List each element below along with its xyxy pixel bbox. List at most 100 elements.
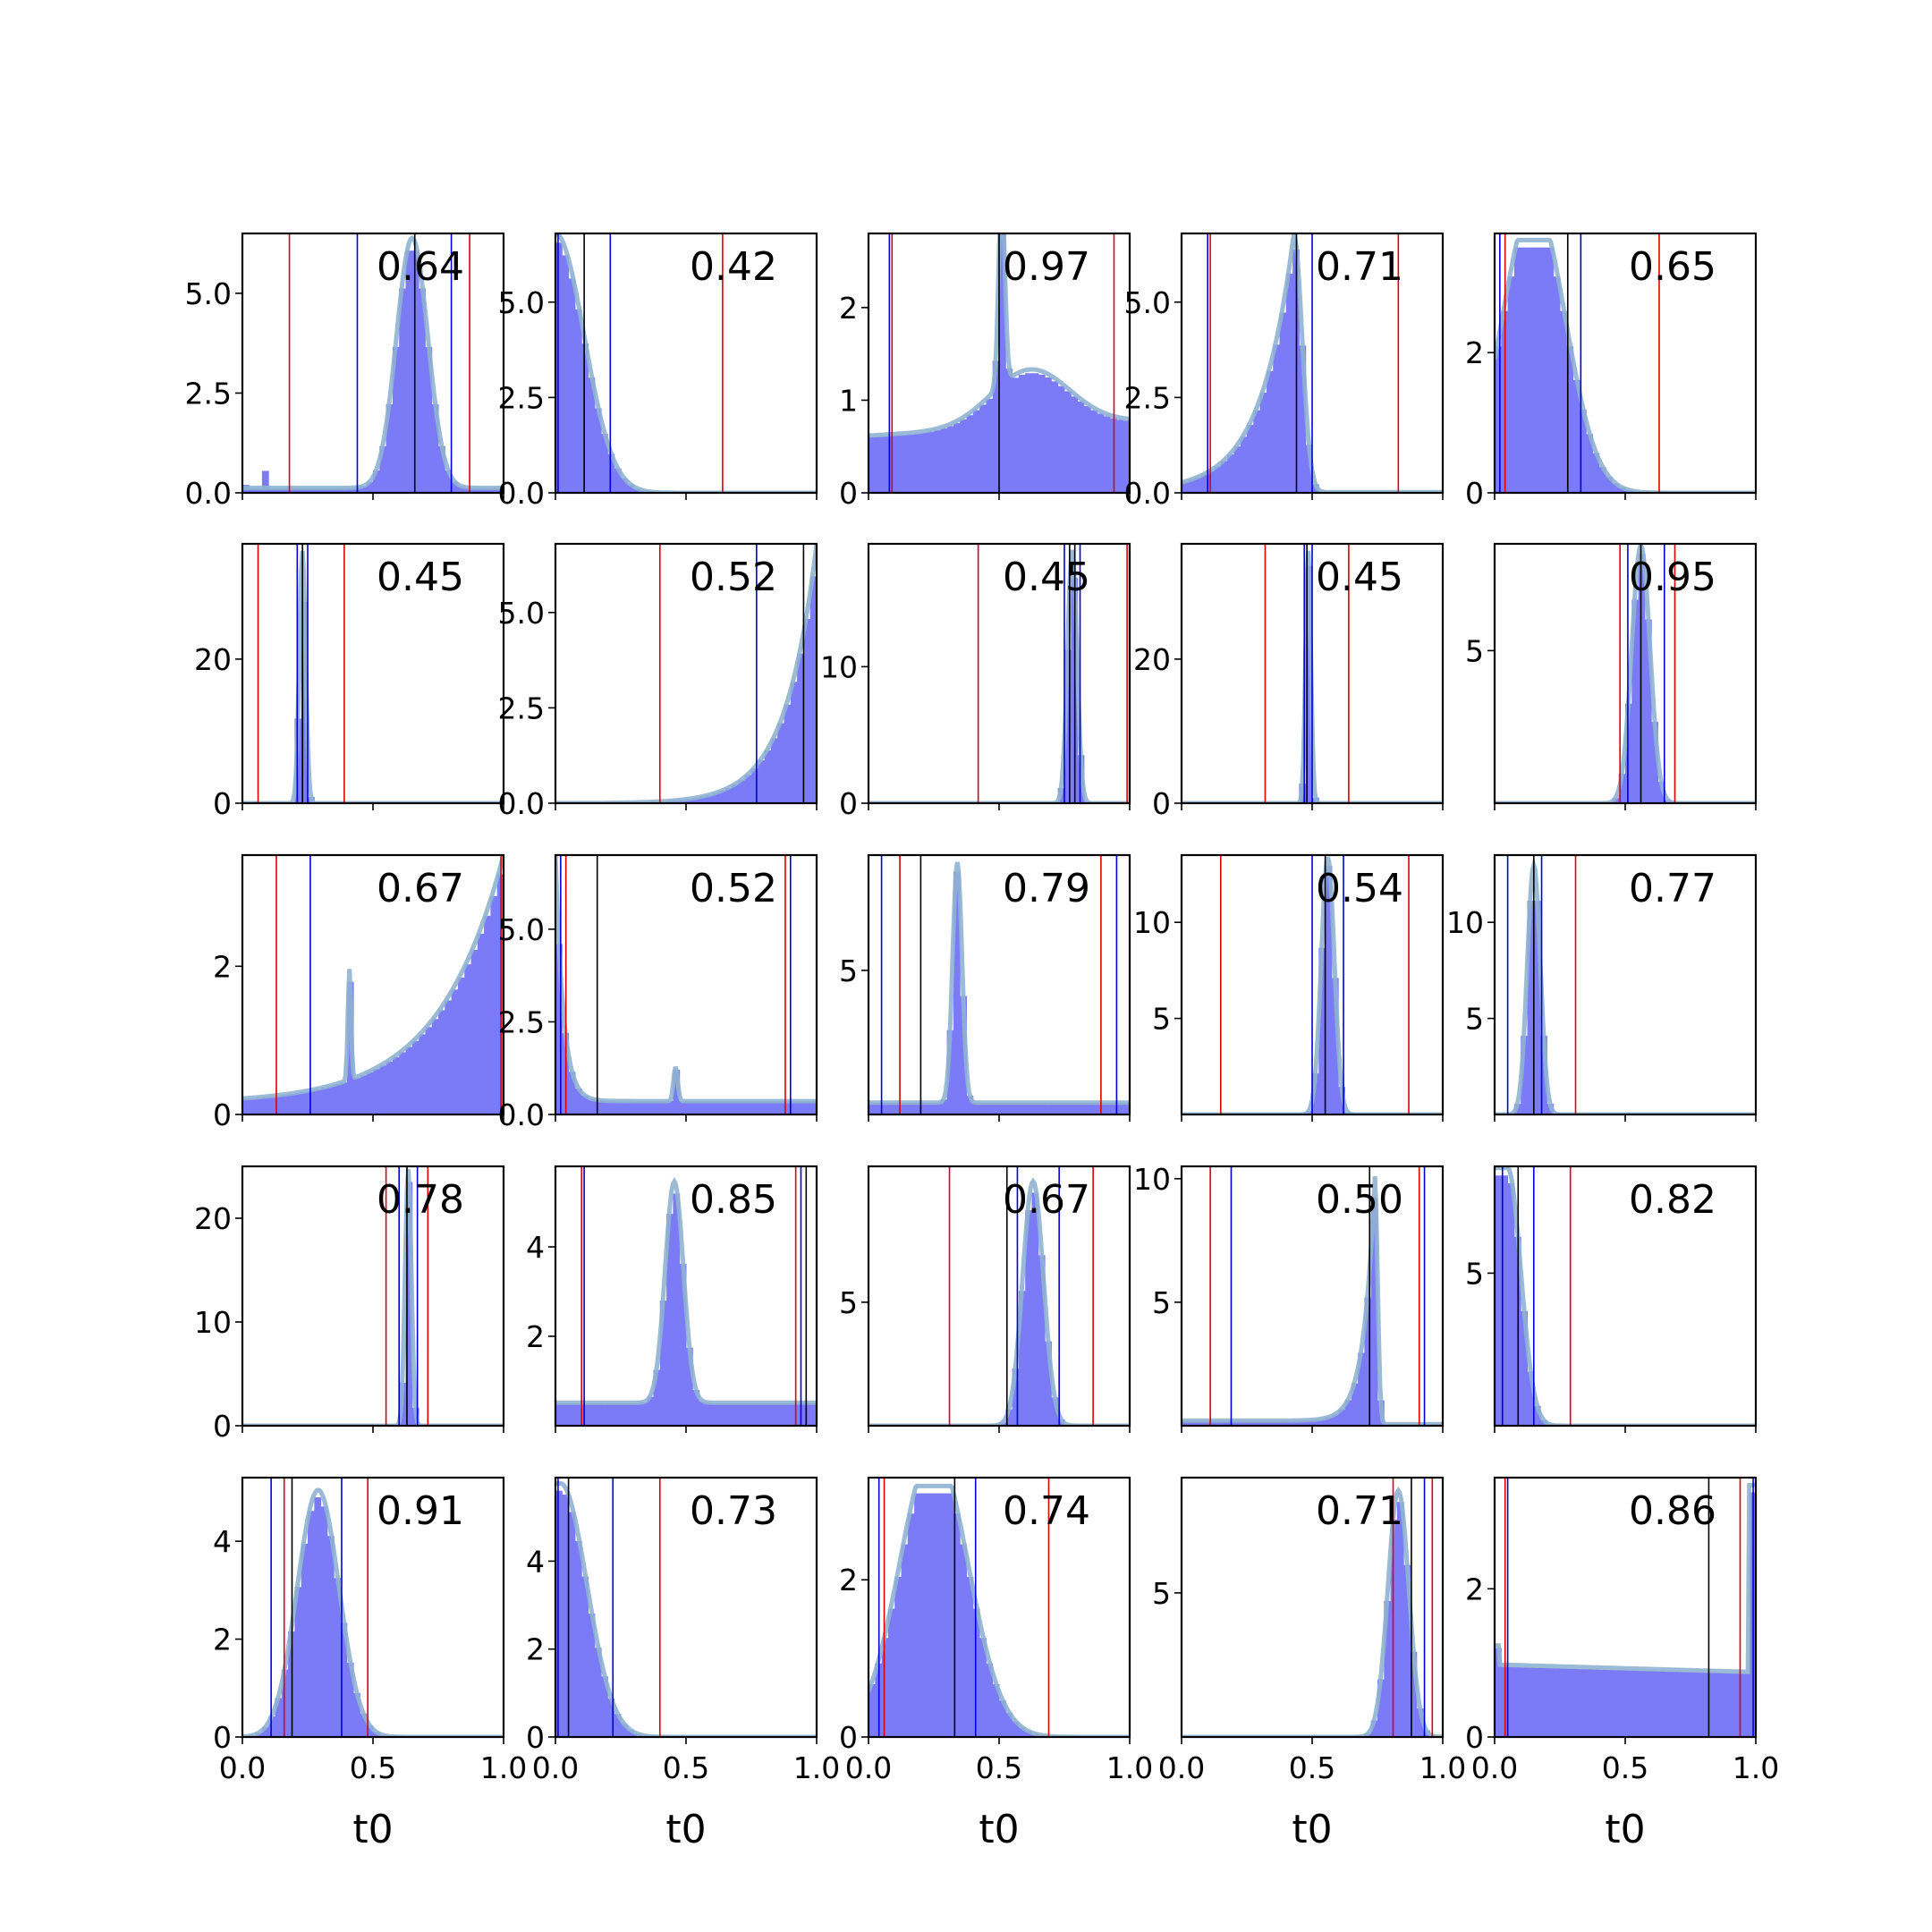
hist-bar — [790, 1403, 798, 1426]
hist-bar — [1540, 1667, 1547, 1737]
y-tick-label: 5 — [1465, 1256, 1484, 1291]
hist-bar — [1233, 1420, 1241, 1426]
hist-bar — [1527, 1371, 1535, 1426]
hist-bar — [705, 1402, 713, 1426]
density-curve — [555, 1481, 817, 1737]
score-label: 0.91 — [377, 1488, 464, 1534]
hist-bar — [1031, 1192, 1039, 1426]
hist-bar — [1012, 1368, 1020, 1426]
hist-bar — [445, 1000, 453, 1114]
hist-bar — [1182, 1420, 1189, 1426]
hist-bar — [1331, 978, 1339, 1114]
hist-bar — [1012, 1721, 1020, 1737]
x-tick-label: 0.5 — [663, 1750, 709, 1785]
hist-bar — [1312, 1073, 1319, 1114]
hist-bar — [1200, 474, 1208, 493]
hist-bar — [1606, 477, 1613, 493]
score-label: 0.52 — [690, 866, 777, 911]
x-tick-label: 0.0 — [1158, 1750, 1205, 1785]
subplot-0-1: 0.42 0.0 2.5 5.0 — [498, 232, 818, 511]
hist-bar — [607, 1698, 615, 1737]
hist-bar — [986, 1103, 994, 1114]
hist-bar — [1592, 1669, 1600, 1737]
hist-bar — [659, 1301, 667, 1426]
hist-bar — [419, 288, 426, 493]
hist-bar — [692, 798, 700, 803]
x-tick-label: 0.0 — [845, 1750, 892, 1785]
hist-bar — [894, 1576, 902, 1737]
hist-bar — [875, 1103, 883, 1114]
y-tick-label: 0.0 — [498, 786, 545, 821]
hist-bar — [555, 1403, 563, 1426]
hist-bar — [627, 1402, 635, 1426]
hist-bar — [1540, 247, 1547, 493]
hist-bar — [1018, 1727, 1026, 1737]
hist-bar — [1025, 373, 1032, 493]
hist-bar — [1083, 1103, 1091, 1114]
y-tick-label: 5.0 — [185, 276, 232, 311]
hist-bar — [999, 1103, 1006, 1114]
hist-bar — [732, 1403, 739, 1426]
hist-bar — [1598, 1669, 1606, 1737]
hist-bar — [1553, 1668, 1561, 1737]
hist-bar — [1612, 1670, 1620, 1737]
y-tick-label: 5.0 — [498, 912, 545, 947]
y-tick-label: 10 — [1133, 905, 1171, 940]
hist-bar — [1090, 410, 1097, 493]
hist-bar — [399, 288, 406, 493]
hist-bar — [294, 1093, 302, 1114]
hist-bar — [614, 1403, 622, 1426]
hist-bar — [777, 1403, 784, 1426]
subplot-0-2: 0.97 0 1 2 — [839, 232, 1131, 511]
y-tick-label: 0 — [213, 1097, 232, 1132]
hist-bar — [386, 403, 394, 493]
hist-bar — [1495, 346, 1502, 493]
subplot-3-3: 0.50 5 10 — [1133, 1162, 1445, 1433]
y-tick-label: 0 — [839, 786, 858, 821]
plot-area — [869, 233, 1130, 493]
y-tick-label: 2.5 — [498, 380, 545, 415]
hist-bar — [353, 1693, 360, 1737]
y-tick-label: 2 — [213, 1623, 232, 1657]
density-curve — [869, 861, 1130, 1106]
hist-bar — [1018, 1103, 1026, 1114]
hist-bar — [326, 487, 335, 493]
hist-bar — [399, 1052, 406, 1114]
hist-bar — [1527, 247, 1535, 493]
y-tick-label: 0.0 — [1124, 476, 1171, 511]
density-curve — [242, 550, 504, 803]
hist-bar — [1572, 1668, 1580, 1737]
hist-bar — [1200, 1420, 1208, 1426]
subplot-4-0: 0.91 0 2 4 0.0 0.5 1.0 t0 — [213, 1476, 527, 1852]
hist-bar — [1097, 413, 1105, 493]
hist-bar — [934, 430, 941, 493]
hist-bar — [946, 1493, 954, 1737]
hist-bar — [797, 653, 804, 803]
hist-bar — [914, 1103, 921, 1114]
hist-bar — [1553, 276, 1561, 493]
y-tick-label: 4 — [526, 1230, 545, 1265]
hist-bar — [1116, 419, 1124, 493]
hist-bar — [972, 1103, 980, 1114]
hist-bar — [581, 1403, 589, 1426]
hist-bar — [869, 1683, 876, 1737]
hist-bar — [1566, 346, 1574, 493]
hist-bar — [732, 1101, 739, 1114]
hist-bar — [927, 1103, 935, 1114]
hist-bar — [614, 1714, 622, 1737]
hist-bar — [1657, 1671, 1665, 1737]
hist-bar — [927, 1493, 935, 1737]
axes-frame — [241, 542, 505, 805]
hist-bar — [777, 723, 784, 803]
hist-bar — [1625, 703, 1632, 803]
hist-bar — [770, 1101, 778, 1114]
hist-bar — [1116, 1103, 1124, 1114]
hist-bar — [419, 1034, 426, 1114]
hist-bar — [1299, 345, 1307, 493]
hist-bar — [784, 1101, 792, 1114]
y-tick-label: 1 — [839, 383, 858, 418]
hist-bar — [431, 403, 439, 493]
plot-area — [555, 544, 817, 803]
hist-bar — [894, 435, 902, 493]
subplot-2-2: 0.79 5 — [839, 853, 1131, 1122]
